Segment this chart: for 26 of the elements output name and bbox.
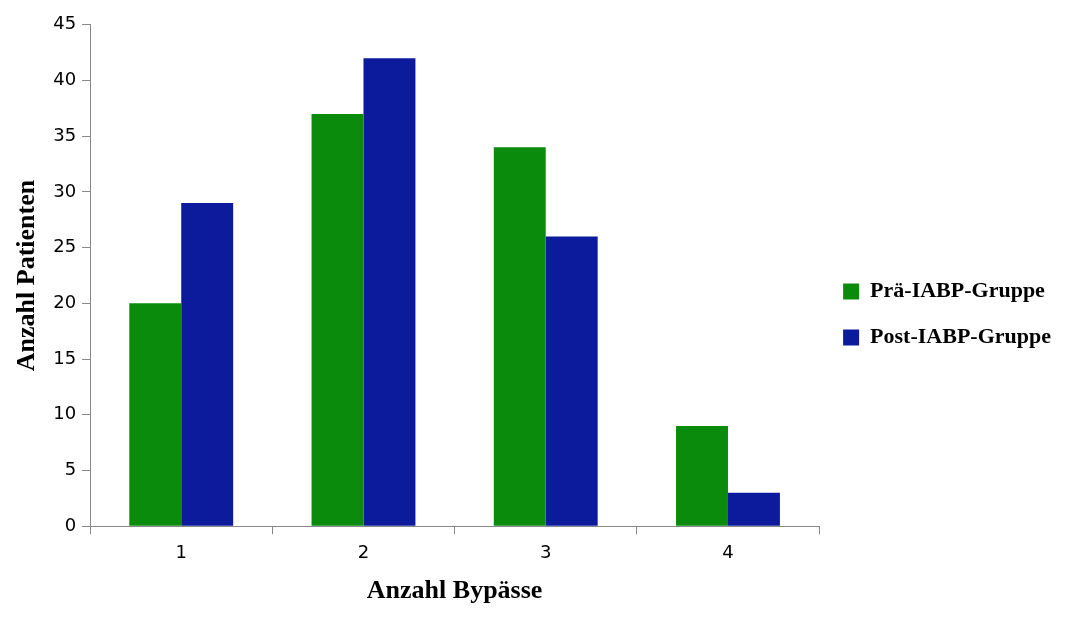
y-tick-label: 20 <box>53 291 77 313</box>
bar <box>129 303 182 526</box>
y-tick-label: 15 <box>53 346 77 368</box>
bar <box>181 203 234 526</box>
x-tick-label: 1 <box>175 540 187 562</box>
legend-label: Post-IABP-Gruppe <box>870 323 1052 349</box>
y-tick-label: 0 <box>64 513 77 535</box>
y-tick-label: 5 <box>64 458 77 480</box>
y-tick-label: 30 <box>53 179 77 201</box>
bar <box>727 492 780 526</box>
legend-label: Prä-IABP-Gruppe <box>870 277 1046 303</box>
x-tick-label: 2 <box>357 540 370 562</box>
bar <box>363 58 416 526</box>
y-tick-label: 45 <box>53 12 77 34</box>
bar <box>676 425 728 526</box>
y-tick-label: 25 <box>53 235 77 257</box>
y-tick-label: 10 <box>53 402 77 424</box>
bar <box>311 113 364 526</box>
x-tick-label: 4 <box>722 540 734 562</box>
bar <box>545 236 598 526</box>
y-tick-label: 40 <box>53 68 77 90</box>
x-axis-title: Anzahl Bypässe <box>366 575 543 605</box>
x-tick-label: 3 <box>540 540 552 562</box>
bar <box>493 147 546 526</box>
y-axis-title: Anzahl Patienten <box>11 179 41 372</box>
y-tick-label: 35 <box>53 123 77 145</box>
